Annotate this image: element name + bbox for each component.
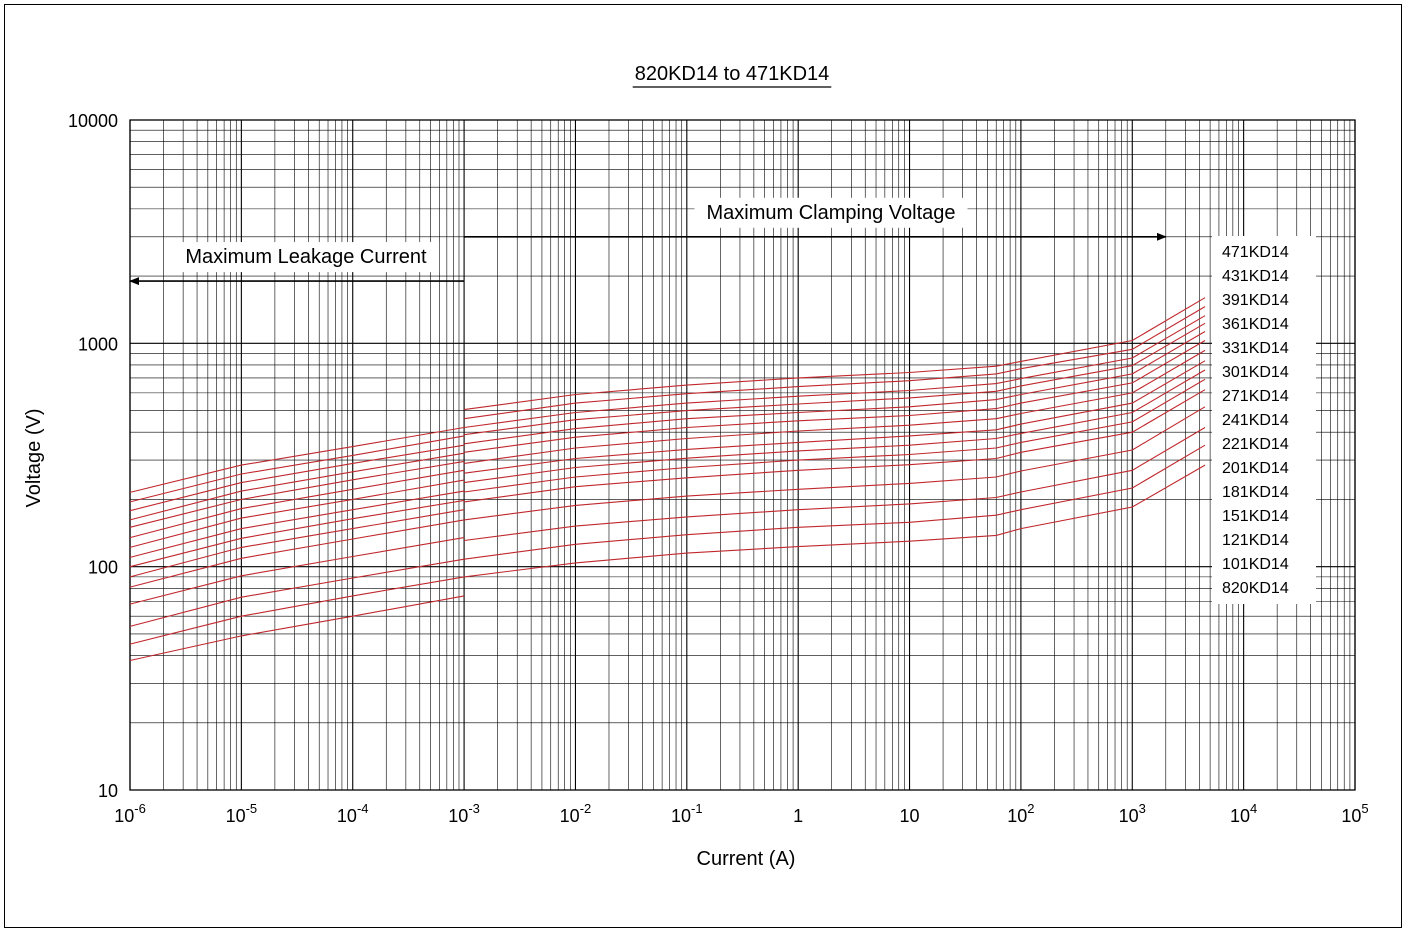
- legend-label-181KD14: 181KD14: [1222, 484, 1289, 501]
- tick-labels: 10-6 10-5 10-4 10-3 10-2 10-1 1 10 102 103 104 105 1…: [68, 111, 1369, 826]
- legend-label-331KD14: 331KD14: [1222, 340, 1289, 357]
- series-clamping-271KD14: [464, 349, 1206, 464]
- x-tick-label: 10: [900, 806, 920, 826]
- legend-label-820KD14: 820KD14: [1222, 580, 1289, 597]
- x-tick-label: 104: [1230, 801, 1257, 826]
- series-clamping-151KD14: [464, 406, 1206, 521]
- series-leakage-361KD14: [129, 452, 465, 521]
- y-tick-label: 10000: [68, 111, 118, 131]
- series-clamping-301KD14: [464, 340, 1206, 453]
- series-clamping-471KD14: [464, 297, 1206, 411]
- series-leakage-221KD14: [129, 499, 465, 568]
- series-clamping-101KD14: [464, 444, 1206, 560]
- series-leakage-181KD14: [129, 519, 465, 588]
- x-tick-label: 10-2: [560, 801, 592, 826]
- chart-frame: [4, 4, 1402, 928]
- series-clamping-820KD14: [464, 464, 1206, 578]
- annotation-label-1: Maximum Leakage Current: [185, 246, 427, 268]
- series-clamping-361KD14: [464, 322, 1206, 436]
- legend: 471KD14 431KD14 391KD14 361KD14 331KD14 301KD…: [1212, 236, 1316, 604]
- annotations: Maximum Clamping Voltage Maximum Leakage …: [129, 197, 1167, 286]
- legend-label-221KD14: 221KD14: [1222, 436, 1289, 453]
- x-tick-label: 10-4: [337, 801, 369, 826]
- legend-background: [1212, 236, 1316, 604]
- y-axis-title: Voltage (V): [23, 409, 45, 508]
- series-layer: [129, 297, 1206, 662]
- series-clamping-431KD14: [464, 306, 1206, 420]
- y-tick-label: 100: [88, 558, 118, 578]
- series-leakage-471KD14: [129, 426, 465, 493]
- legend-label-201KD14: 201KD14: [1222, 460, 1289, 477]
- x-tick-label: 1: [793, 806, 803, 826]
- legend-label-391KD14: 391KD14: [1222, 292, 1289, 309]
- annotation-label-background: [173, 242, 440, 273]
- legend-label-121KD14: 121KD14: [1222, 532, 1289, 549]
- legend-label-471KD14: 471KD14: [1222, 244, 1289, 261]
- series-leakage-431KD14: [129, 435, 465, 503]
- x-axis-title: Current (A): [697, 848, 796, 870]
- legend-label-301KD14: 301KD14: [1222, 364, 1289, 381]
- x-tick-label: 103: [1119, 801, 1146, 826]
- series-leakage-101KD14: [129, 576, 465, 645]
- legend-label-151KD14: 151KD14: [1222, 508, 1289, 525]
- x-tick-label: 102: [1007, 801, 1034, 826]
- series-leakage-151KD14: [129, 537, 465, 605]
- x-tick-label: 10-5: [226, 801, 258, 826]
- x-tick-label: 10-6: [114, 801, 146, 826]
- x-tick-label: 10-1: [671, 801, 703, 826]
- series-leakage-241KD14: [129, 490, 465, 558]
- series-clamping-391KD14: [464, 315, 1206, 429]
- series-leakage-201KD14: [129, 509, 465, 578]
- series-leakage-121KD14: [129, 558, 465, 627]
- series-clamping-181KD14: [464, 389, 1206, 503]
- legend-label-431KD14: 431KD14: [1222, 268, 1289, 285]
- series-leakage-391KD14: [129, 444, 465, 512]
- y-tick-label: 1000: [78, 334, 118, 354]
- plot-border: [129, 119, 1356, 791]
- annotation-label-background: [694, 197, 968, 228]
- series-leakage-820KD14: [129, 595, 465, 662]
- series-leakage-331KD14: [129, 460, 465, 528]
- series-clamping-331KD14: [464, 331, 1206, 445]
- series-clamping-201KD14: [464, 378, 1206, 493]
- legend-label-271KD14: 271KD14: [1222, 388, 1289, 405]
- grid: [129, 119, 1356, 791]
- legend-label-361KD14: 361KD14: [1222, 316, 1289, 333]
- annotation-label-0: Maximum Clamping Voltage: [707, 202, 956, 224]
- legend-label-101KD14: 101KD14: [1222, 556, 1289, 573]
- x-tick-label: 10-3: [448, 801, 480, 826]
- series-clamping-121KD14: [464, 427, 1206, 542]
- series-clamping-241KD14: [464, 360, 1206, 474]
- series-leakage-301KD14: [129, 469, 465, 539]
- x-tick-label: 105: [1341, 801, 1368, 826]
- legend-label-241KD14: 241KD14: [1222, 412, 1289, 429]
- y-tick-label: 10: [98, 781, 118, 801]
- chart-title: 820KD14 to 471KD14: [635, 63, 830, 85]
- series-clamping-221KD14: [464, 369, 1206, 484]
- series-leakage-271KD14: [129, 479, 465, 548]
